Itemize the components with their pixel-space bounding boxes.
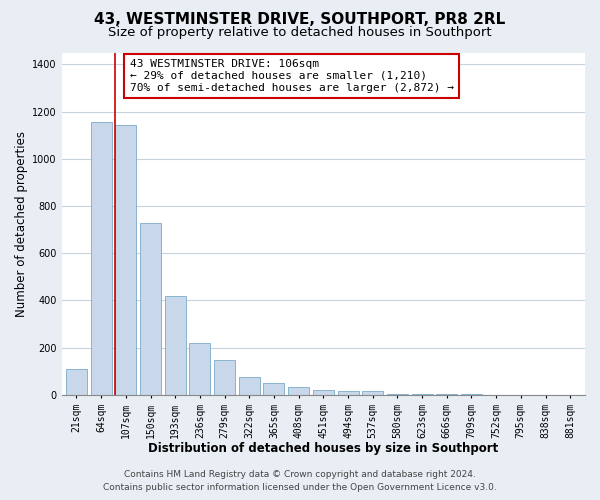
X-axis label: Distribution of detached houses by size in Southport: Distribution of detached houses by size … [148, 442, 499, 455]
Text: 43, WESTMINSTER DRIVE, SOUTHPORT, PR8 2RL: 43, WESTMINSTER DRIVE, SOUTHPORT, PR8 2R… [94, 12, 506, 28]
Text: 43 WESTMINSTER DRIVE: 106sqm
← 29% of detached houses are smaller (1,210)
70% of: 43 WESTMINSTER DRIVE: 106sqm ← 29% of de… [130, 60, 454, 92]
Bar [91, 122, 112, 395]
Bar [214, 360, 235, 395]
Bar [190, 343, 211, 395]
Y-axis label: Number of detached properties: Number of detached properties [15, 130, 28, 316]
Bar [313, 390, 334, 395]
Bar [461, 394, 482, 395]
Bar [115, 124, 136, 395]
Bar [140, 222, 161, 395]
Bar [338, 392, 359, 395]
Bar [263, 383, 284, 395]
Bar [239, 377, 260, 395]
Bar [288, 386, 309, 395]
Bar [362, 392, 383, 395]
Bar [66, 369, 87, 395]
Text: Contains HM Land Registry data © Crown copyright and database right 2024.
Contai: Contains HM Land Registry data © Crown c… [103, 470, 497, 492]
Text: Size of property relative to detached houses in Southport: Size of property relative to detached ho… [108, 26, 492, 39]
Bar [165, 296, 186, 395]
